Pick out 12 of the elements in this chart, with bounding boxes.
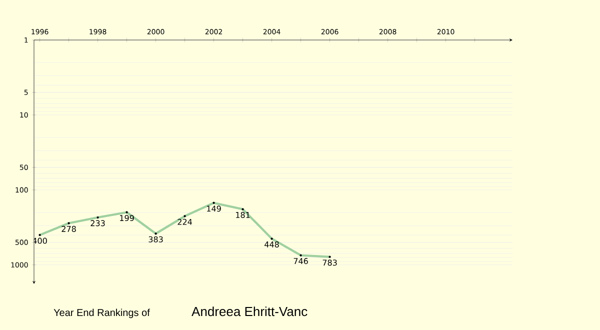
text: Andreea Ehritt-Vanc (192, 306, 308, 316)
data-label: 149 (207, 206, 221, 212)
data-label: 181 (236, 212, 250, 218)
data-label: 233 (90, 220, 105, 226)
data-label: 783 (322, 260, 337, 266)
data-label: 199 (120, 215, 134, 222)
data-label: 746 (294, 258, 308, 264)
text: Year End Rankings of (54, 308, 150, 318)
data-label: 224 (178, 218, 192, 225)
data-label: 383 (148, 236, 163, 242)
data-label: 278 (62, 226, 76, 232)
data-label: 448 (264, 241, 279, 248)
